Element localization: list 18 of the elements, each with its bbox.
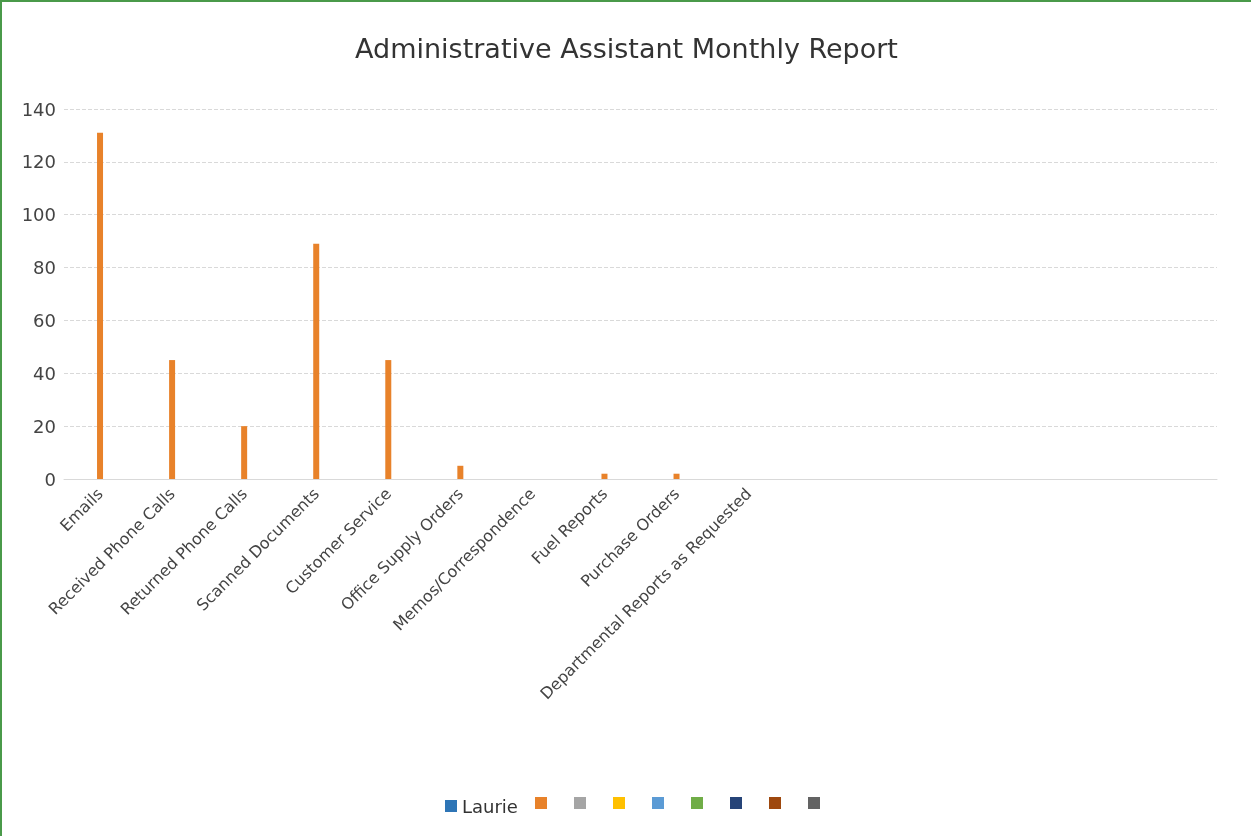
y-tick-label: 0 [44, 468, 56, 490]
bar [457, 465, 464, 479]
y-tick-label: 40 [33, 362, 56, 384]
y-tick-label: 20 [33, 415, 56, 437]
bar [313, 243, 320, 479]
bar [385, 360, 392, 479]
chart-title: Administrative Assistant Monthly Report [355, 33, 898, 64]
y-tick-label: 120 [21, 151, 56, 173]
bar [601, 473, 608, 479]
bar [673, 473, 680, 479]
y-tick-label: 100 [21, 204, 56, 226]
legend-label: Laurie [462, 795, 518, 817]
y-tick-label: 60 [33, 309, 56, 331]
y-tick-label: 80 [33, 257, 56, 279]
y-tick-label: 140 [21, 98, 56, 120]
bar [97, 132, 104, 479]
bar [169, 360, 176, 479]
bar [241, 426, 248, 479]
